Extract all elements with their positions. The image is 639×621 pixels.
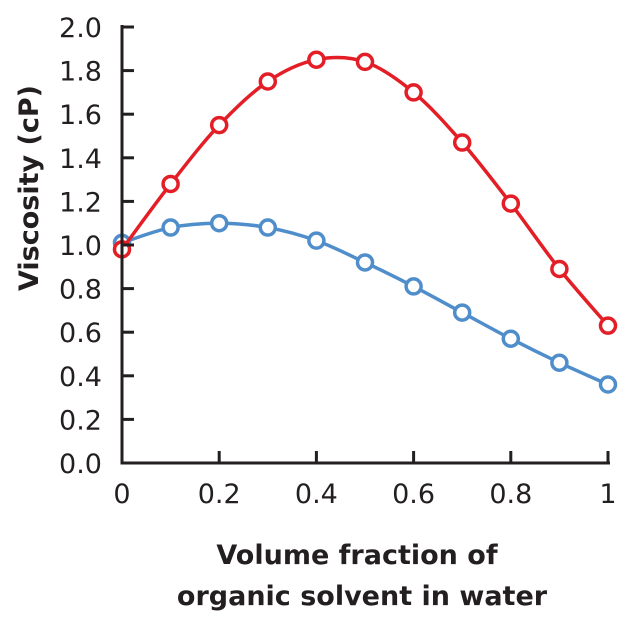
red-series-point — [550, 259, 569, 279]
red-series-point — [258, 72, 278, 91]
red-series-point — [404, 83, 423, 102]
x-axis-title-line-2: organic solvent in water — [177, 581, 548, 612]
y-tick-label: 1.0 — [59, 231, 102, 262]
blue-series-line — [120, 221, 610, 387]
red-series-point — [209, 115, 229, 135]
red-series-line — [120, 55, 610, 328]
x-tick-label: 1 — [599, 479, 616, 510]
red-series — [112, 50, 618, 335]
y-tick-label: 0.2 — [59, 405, 102, 436]
red-series-point — [307, 50, 326, 69]
red-series-point — [598, 316, 618, 335]
red-series-point — [501, 194, 521, 213]
y-tick-label: 1.4 — [59, 144, 102, 175]
y-tick-label: 0.6 — [59, 318, 102, 349]
y-tick-label: 0.0 — [59, 449, 102, 480]
red-series-point — [161, 174, 180, 194]
blue-series-point — [355, 253, 375, 272]
blue-series — [112, 213, 618, 394]
x-axis-title-line-1: Volume fraction of — [216, 540, 497, 571]
blue-series-point — [209, 213, 229, 233]
x-tick-label: 0.2 — [198, 479, 241, 510]
x-tick-label: 0.6 — [392, 479, 435, 510]
y-tick-label: 0.8 — [59, 275, 102, 306]
y-axis-title: Viscosity (cP) — [14, 85, 45, 291]
red-series-point — [355, 52, 375, 72]
y-tick-label: 0.4 — [59, 362, 102, 393]
blue-series-point — [161, 218, 180, 237]
blue-series-point — [404, 277, 423, 296]
x-tick-label: 0.8 — [489, 479, 532, 510]
red-series-point — [452, 133, 472, 152]
y-tick-label: 2.0 — [59, 13, 102, 44]
x-tick-label: 0.4 — [295, 479, 338, 510]
blue-series-point — [307, 231, 326, 250]
series-layer — [112, 50, 618, 394]
y-tick-label: 1.2 — [59, 187, 102, 218]
ticks-layer: 0.0 0.2 0.4 0.6 0.8 1.0 1.2 1.4 1.6 1.8 2.0 0 0.2 0.4… — [59, 13, 617, 510]
y-tick-label: 1.6 — [59, 100, 102, 131]
axes-layer — [120, 25, 610, 465]
blue-series-point — [258, 218, 278, 237]
blue-series-point — [598, 375, 618, 394]
blue-series-point — [452, 303, 472, 322]
y-tick-label: 1.8 — [59, 57, 102, 88]
blue-series-point — [550, 353, 569, 372]
x-tick-label: 0 — [113, 479, 130, 510]
blue-series-point — [501, 329, 521, 348]
